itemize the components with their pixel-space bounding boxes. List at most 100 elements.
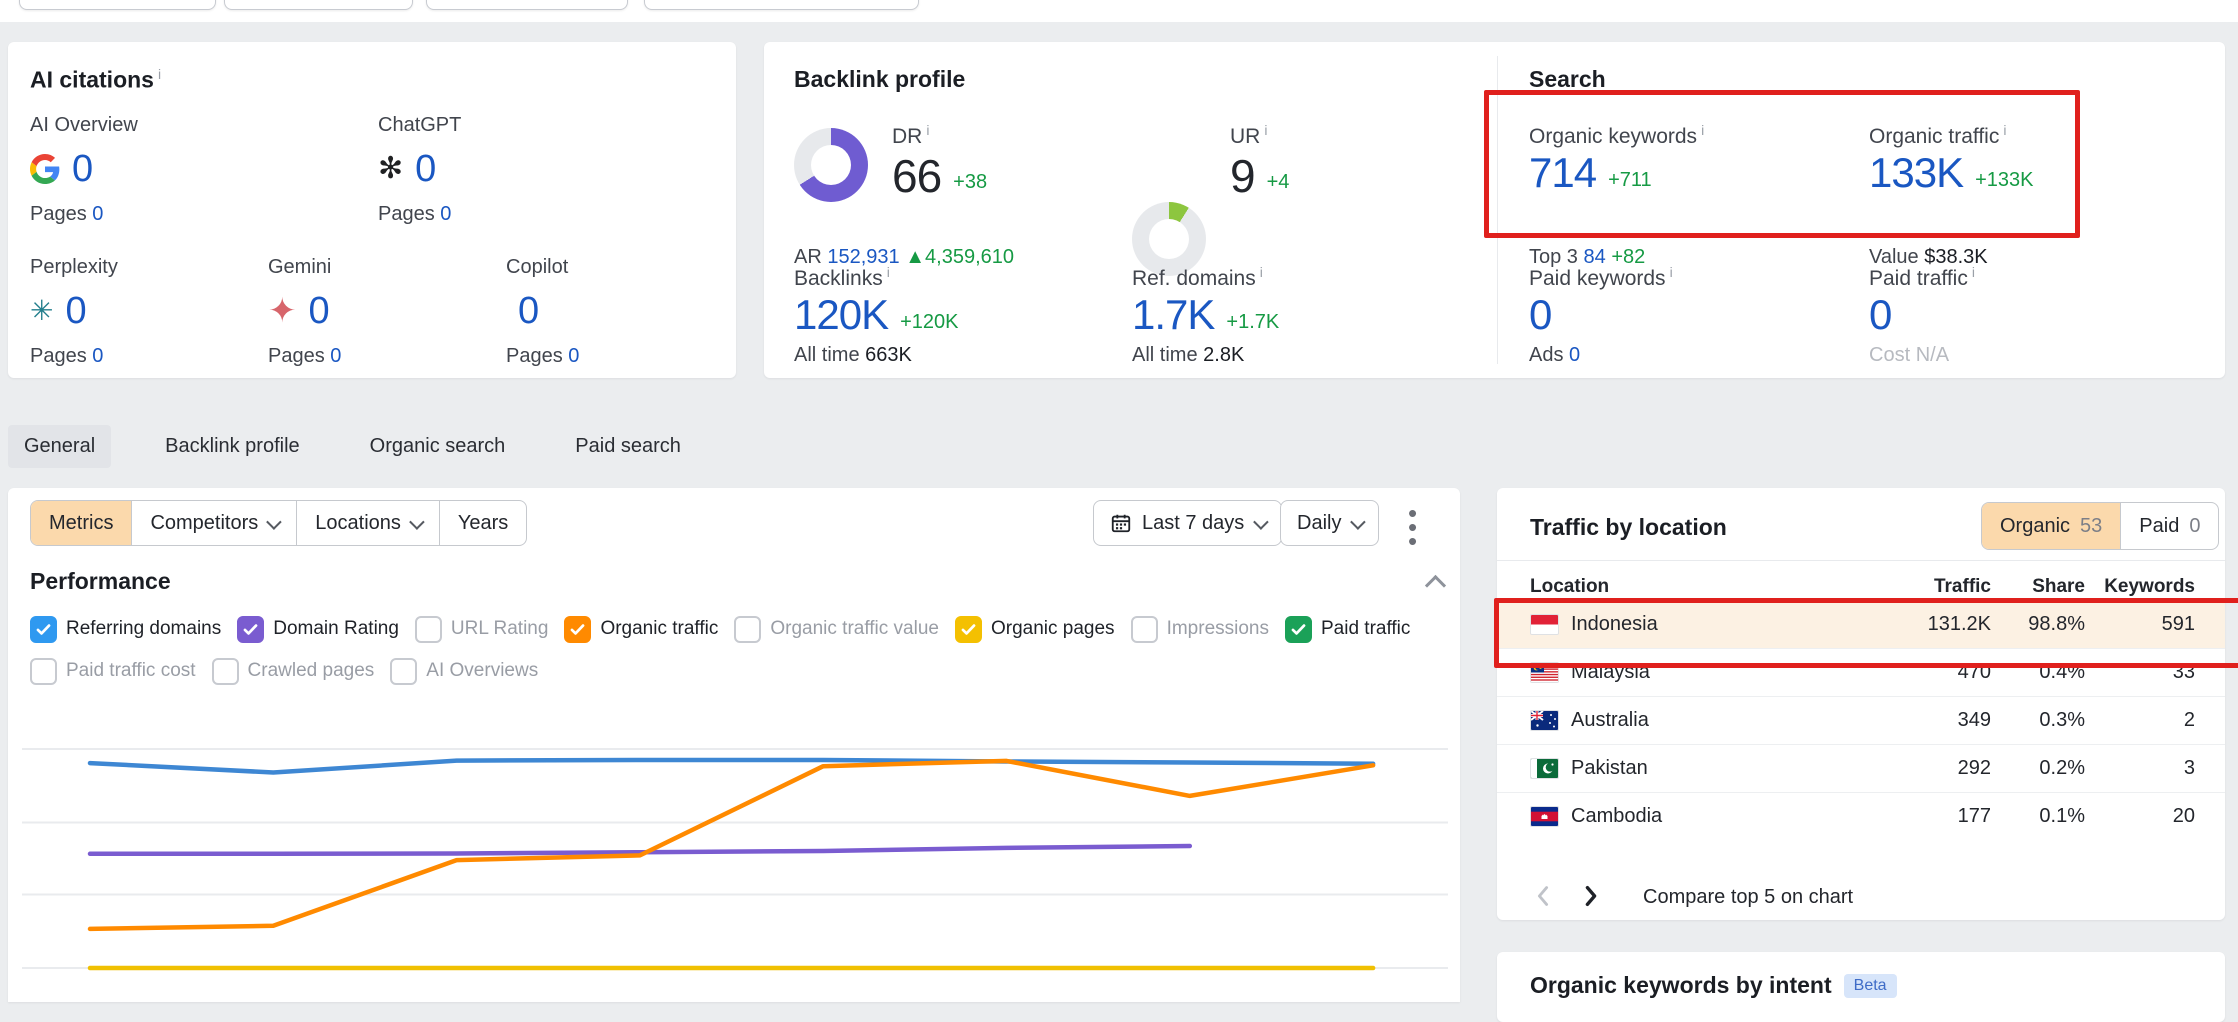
checkbox-domain-rating[interactable]: Domain Rating [237,615,399,643]
ai-pages-value[interactable]: 0 [92,203,104,225]
location-share: 0.4% [2039,661,2085,683]
checkbox-ai-overviews[interactable]: AI Overviews [390,657,539,685]
info-icon[interactable]: i [1971,264,1975,280]
organic-keywords-value[interactable]: 714 [1529,149,1597,196]
ar-value-link[interactable]: 152,931 [827,246,900,268]
checkbox-box[interactable] [1130,615,1158,643]
col-keywords[interactable]: Keywords [2104,576,2195,597]
granularity-button[interactable]: Daily [1280,500,1380,546]
gemini-icon: ✦ [268,291,297,330]
filter-segment-competitors[interactable]: Competitors [132,501,298,545]
date-range-button[interactable]: Last 7 days [1093,500,1283,546]
location-keywords-link[interactable]: 2 [2183,709,2195,731]
top3-value-link[interactable]: 84 [1583,246,1606,268]
chart-line-organic-traffic[interactable] [87,758,1376,932]
ads-value-link[interactable]: 0 [1569,344,1581,366]
ai-citation-value[interactable]: 0 [65,289,87,332]
ai-citation-value[interactable]: 0 [72,147,94,190]
tab-backlink-profile[interactable]: Backlink profile [165,434,300,457]
location-row-australia[interactable]: Australia 349 0.3% 2 [1497,696,2225,745]
info-icon[interactable]: i [1701,122,1705,138]
ai-pages-value[interactable]: 0 [568,345,580,367]
checkbox-paid-traffic-cost[interactable]: Paid traffic cost [30,657,196,685]
info-icon[interactable]: i [2003,122,2007,138]
location-row-malaysia[interactable]: Malaysia 470 0.4% 33 [1497,648,2225,697]
info-icon[interactable]: i [926,122,930,138]
info-icon[interactable]: i [1669,264,1673,280]
location-keywords-link[interactable]: 3 [2183,757,2195,779]
ai-pages-value[interactable]: 0 [92,345,104,367]
top-input-2[interactable] [224,0,413,10]
compare-top5-link[interactable]: Compare top 5 on chart [1643,886,1854,908]
checkbox-impressions[interactable]: Impressions [1130,615,1269,643]
dr-value-row: 66 +38 [892,152,987,200]
ai-citation-value[interactable]: 0 [308,289,330,332]
checkbox-label: AI Overviews [426,660,539,681]
checkbox-box[interactable] [414,615,442,643]
checkbox-box[interactable] [30,657,57,685]
info-icon[interactable]: i [1259,264,1263,280]
checkbox-url-rating[interactable]: URL Rating [414,615,548,643]
paid-keywords-value[interactable]: 0 [1529,291,1552,338]
granularity-label: Daily [1297,511,1342,534]
tab-organic-search[interactable]: Organic search [369,434,506,457]
ai-citation-value[interactable]: 0 [415,147,437,190]
toggle-paid[interactable]: Paid 0 [2120,503,2218,549]
location-row-cambodia[interactable]: Cambodia 177 0.1% 20 [1497,792,2225,841]
perplexity-icon: ✳ [30,295,54,326]
pagination-prev-icon[interactable] [1533,884,1553,908]
checkbox-box[interactable] [1284,615,1312,643]
my-flag-icon [1530,662,1559,683]
tab-paid-search[interactable]: Paid search [575,434,681,457]
chart-line-domain-rating[interactable] [87,843,1193,857]
checkbox-box[interactable] [211,657,239,685]
checkbox-box[interactable] [237,615,265,643]
top-input-1[interactable] [19,0,216,10]
location-row-indonesia[interactable]: Indonesia 131.2K 98.8% 591 [1497,600,2225,649]
dr-donut-chart [794,128,868,202]
checkbox-crawled-pages[interactable]: Crawled pages [211,657,374,685]
col-share[interactable]: Share [2032,576,2085,597]
chart-line-referring-domains[interactable] [87,757,1376,775]
checkbox-box[interactable] [734,615,762,643]
ai-pages-value[interactable]: 0 [440,203,452,225]
filter-segment-locations[interactable]: Locations [297,501,440,545]
kebab-menu-icon[interactable]: • • • [1408,498,1418,556]
col-location[interactable]: Location [1530,576,1610,597]
checkbox-paid-traffic[interactable]: Paid traffic [1284,615,1410,643]
location-keywords-link[interactable]: 591 [2161,613,2195,635]
location-row-pakistan[interactable]: Pakistan 292 0.2% 3 [1497,744,2225,793]
top-input-3[interactable] [426,0,628,10]
ur-delta: +4 [1266,171,1290,193]
checkbox-box[interactable] [564,615,592,643]
col-traffic[interactable]: Traffic [1933,576,1991,597]
paid-traffic-value[interactable]: 0 [1869,291,1892,338]
top-input-4[interactable] [644,0,919,10]
tab-general[interactable]: General [8,424,112,468]
organic-traffic-value[interactable]: 133K [1869,149,1964,196]
location-keywords-link[interactable]: 20 [2172,805,2195,827]
checkbox-referring-domains[interactable]: Referring domains [30,615,221,643]
checkbox-box[interactable] [954,615,982,643]
checkbox-organic-traffic-value[interactable]: Organic traffic value [734,615,939,643]
pagination-next-icon[interactable] [1581,884,1601,908]
checkbox-box[interactable] [30,615,57,643]
checkbox-organic-pages[interactable]: Organic pages [954,615,1115,643]
backlinks-value[interactable]: 120K [794,291,889,338]
ai-pages-value[interactable]: 0 [330,345,342,367]
location-share: 0.3% [2039,709,2085,731]
info-icon[interactable]: i [157,66,162,82]
info-icon[interactable]: i [1264,122,1268,138]
checkbox-organic-traffic[interactable]: Organic traffic [564,615,718,643]
performance-chart[interactable] [8,700,1460,1002]
filter-segment-years[interactable]: Years [440,501,526,545]
ai-citation-value[interactable]: 0 [518,289,540,332]
info-icon[interactable]: i [886,264,890,280]
collapse-chevron-icon[interactable] [1424,574,1447,597]
filter-segment-metrics[interactable]: Metrics [31,501,133,545]
ai-source-label: Gemini [268,256,332,278]
location-keywords-link[interactable]: 33 [2172,661,2195,683]
checkbox-box[interactable] [390,657,418,685]
toggle-organic[interactable]: Organic 53 [1982,503,2121,549]
ref-domains-value[interactable]: 1.7K [1132,291,1215,338]
